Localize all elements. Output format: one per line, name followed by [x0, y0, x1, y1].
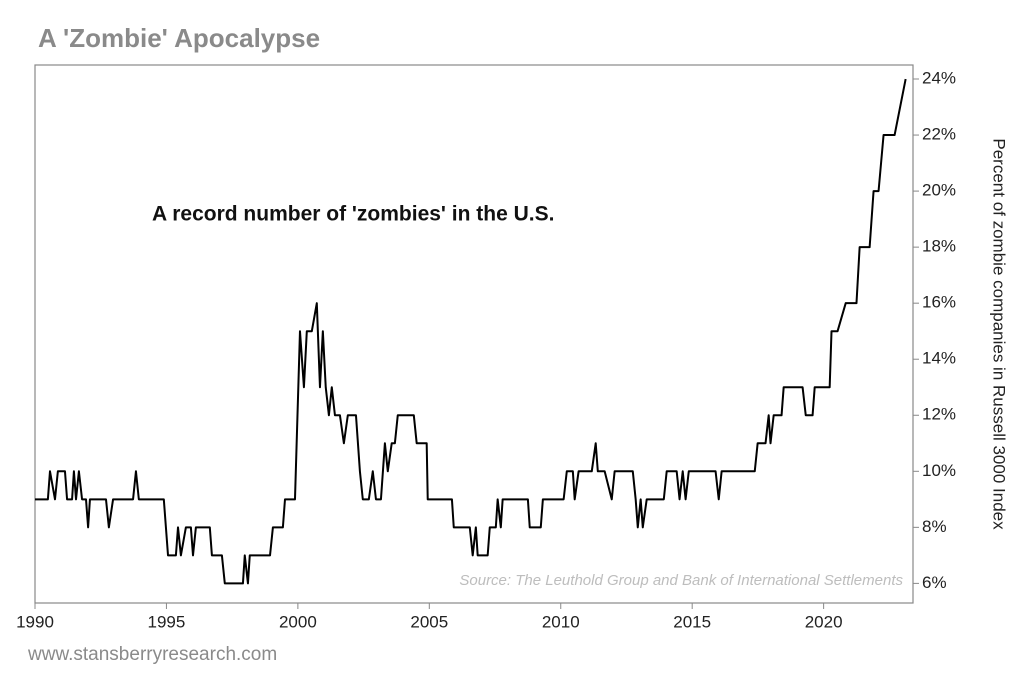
x-tick-label: 2010 — [542, 612, 580, 631]
y-axis-label: Percent of zombie companies in Russell 3… — [990, 138, 1009, 530]
y-tick-label: 14% — [922, 349, 956, 368]
source-note: Source: The Leuthold Group and Bank of I… — [459, 572, 903, 589]
x-tick-label: 1990 — [16, 612, 54, 631]
x-tick-label: 1995 — [148, 612, 186, 631]
plot-frame — [34, 64, 914, 604]
y-tick-label: 16% — [922, 293, 956, 312]
data-line — [35, 78, 907, 585]
y-tick-label: 12% — [922, 405, 956, 424]
y-tick-label: 24% — [922, 68, 956, 87]
annotation: A record number of 'zombies' in the U.S. — [152, 203, 554, 226]
x-tick-label: 2015 — [673, 612, 711, 631]
y-tick-label: 18% — [922, 237, 956, 256]
y-tick-label: 22% — [922, 125, 956, 144]
y-tick-label: 6% — [922, 573, 947, 592]
chart-title: A 'Zombie' Apocalypse — [38, 23, 320, 53]
y-tick-label: 8% — [922, 517, 947, 536]
y-tick-label: 10% — [922, 461, 956, 480]
x-tick-label: 2000 — [279, 612, 317, 631]
y-tick-label: 20% — [922, 181, 956, 200]
x-tick-label: 2020 — [805, 612, 843, 631]
x-tick-label: 2005 — [410, 612, 448, 631]
footer: www.stansberryresearch.com — [27, 644, 277, 665]
